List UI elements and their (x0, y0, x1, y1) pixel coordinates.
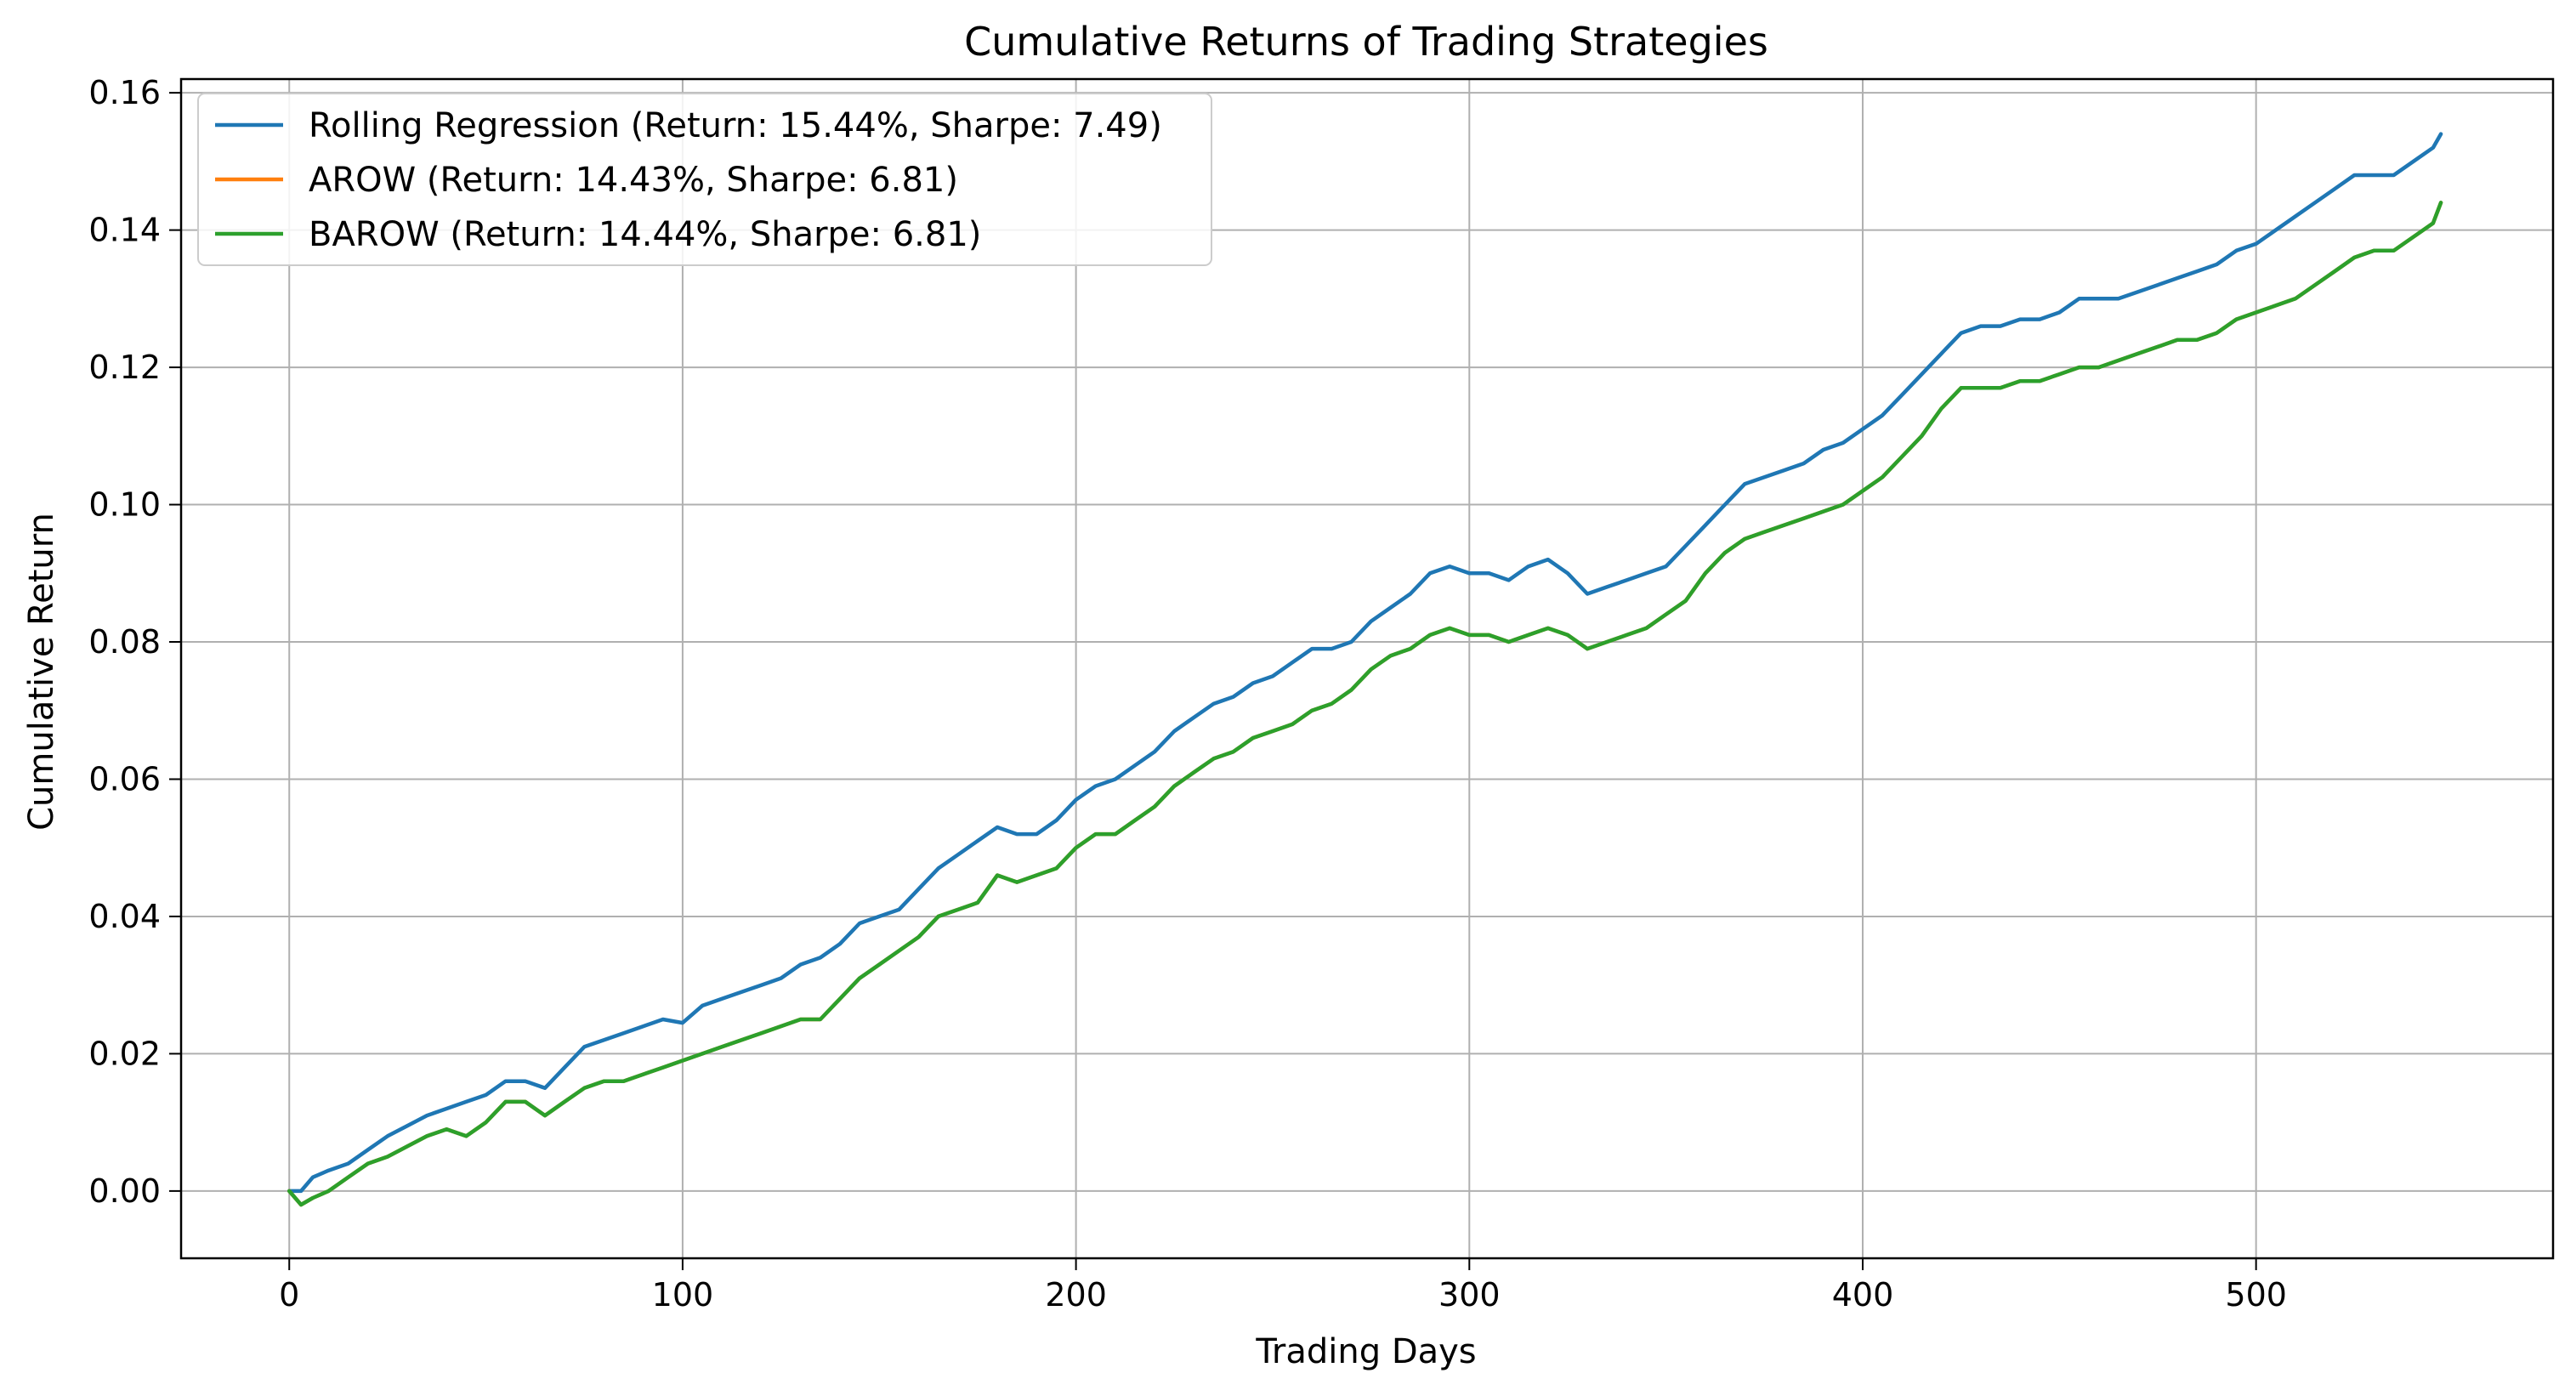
legend-label: AROW (Return: 14.43%, Sharpe: 6.81) (309, 161, 958, 200)
x-tick-label: 300 (1438, 1276, 1501, 1314)
x-axis-title: Trading Days (1255, 1332, 1476, 1371)
axis-ticks: 0 100 200 300 400 500 0.00 0.02 0.04 0.06 0.08 0.10… (88, 74, 2287, 1314)
y-tick-label: 0.00 (88, 1172, 161, 1210)
chart-title: Cumulative Returns of Trading Strategies (964, 19, 1768, 65)
series-lines (287, 132, 2443, 1207)
y-axis-title: Cumulative Return (22, 513, 61, 831)
y-tick-label: 0.02 (88, 1035, 161, 1072)
y-tick-label: 0.16 (88, 74, 161, 111)
legend-label: BAROW (Return: 14.44%, Sharpe: 6.81) (309, 215, 981, 254)
x-tick-label: 500 (2225, 1276, 2287, 1314)
x-tick-label: 100 (652, 1276, 714, 1314)
y-tick-label: 0.10 (88, 486, 161, 524)
y-tick-label: 0.04 (88, 898, 161, 935)
plot-frame (179, 77, 2555, 1260)
x-tick-label: 200 (1045, 1276, 1107, 1314)
legend-label: Rolling Regression (Return: 15.44%, Shar… (309, 106, 1162, 145)
legend-box (197, 93, 1212, 266)
x-tick-label: 400 (1832, 1276, 1894, 1314)
y-tick-label: 0.14 (88, 212, 161, 249)
series-line-1 (287, 132, 2443, 1194)
series-line-3 (287, 201, 2443, 1207)
x-tick-label: 0 (279, 1276, 299, 1314)
legend: Rolling Regression (Return: 15.44%, Shar… (197, 93, 1212, 266)
y-tick-label: 0.06 (88, 760, 161, 797)
y-tick-label: 0.12 (88, 349, 161, 386)
y-tick-label: 0.08 (88, 623, 161, 661)
